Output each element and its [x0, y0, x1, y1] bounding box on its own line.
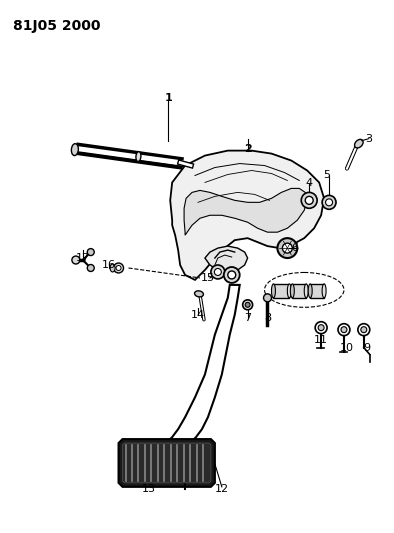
Polygon shape — [160, 285, 240, 445]
Polygon shape — [119, 439, 215, 487]
Text: 14: 14 — [191, 310, 205, 320]
Circle shape — [264, 294, 271, 302]
Text: 12: 12 — [215, 484, 229, 494]
Circle shape — [325, 199, 333, 206]
Circle shape — [318, 325, 324, 330]
Circle shape — [341, 327, 347, 333]
Circle shape — [315, 322, 327, 334]
Text: 13: 13 — [141, 484, 155, 494]
Circle shape — [301, 192, 317, 208]
Text: 1: 1 — [164, 93, 172, 103]
Polygon shape — [292, 284, 306, 298]
Text: 5: 5 — [323, 171, 331, 181]
Circle shape — [116, 265, 121, 270]
Text: 6: 6 — [291, 243, 298, 253]
Polygon shape — [205, 246, 248, 272]
Circle shape — [243, 300, 253, 310]
Text: 11: 11 — [314, 335, 328, 345]
Text: 81J05 2000: 81J05 2000 — [13, 19, 101, 33]
Text: 17: 17 — [76, 253, 90, 263]
Ellipse shape — [322, 284, 326, 298]
Polygon shape — [184, 188, 307, 235]
Circle shape — [282, 243, 292, 253]
Circle shape — [322, 196, 336, 209]
Circle shape — [277, 238, 297, 258]
Circle shape — [338, 324, 350, 336]
Ellipse shape — [110, 264, 115, 272]
Text: 4: 4 — [306, 179, 313, 189]
Ellipse shape — [287, 284, 291, 298]
Circle shape — [113, 263, 124, 273]
Circle shape — [87, 248, 94, 255]
Polygon shape — [123, 443, 211, 483]
Ellipse shape — [290, 284, 294, 298]
Polygon shape — [310, 284, 324, 298]
Circle shape — [305, 196, 313, 204]
Ellipse shape — [271, 284, 275, 298]
Ellipse shape — [136, 151, 141, 161]
Circle shape — [228, 271, 236, 279]
Ellipse shape — [195, 291, 203, 297]
Circle shape — [361, 327, 367, 333]
Circle shape — [87, 264, 94, 271]
Ellipse shape — [71, 144, 78, 156]
Circle shape — [211, 265, 225, 279]
Ellipse shape — [304, 284, 308, 298]
Polygon shape — [273, 284, 289, 298]
Ellipse shape — [308, 284, 312, 298]
Text: 9: 9 — [363, 343, 370, 352]
Text: 10: 10 — [340, 343, 354, 352]
Text: 16: 16 — [102, 260, 115, 270]
Text: 7: 7 — [244, 313, 251, 323]
Circle shape — [245, 302, 250, 308]
Circle shape — [214, 269, 221, 276]
Ellipse shape — [355, 139, 363, 148]
Circle shape — [224, 267, 240, 283]
Circle shape — [72, 256, 80, 264]
Polygon shape — [170, 151, 324, 280]
Text: 8: 8 — [264, 313, 271, 323]
Circle shape — [358, 324, 370, 336]
Text: 2: 2 — [244, 143, 251, 154]
Text: 3: 3 — [365, 134, 372, 144]
Text: 15: 15 — [201, 273, 215, 283]
